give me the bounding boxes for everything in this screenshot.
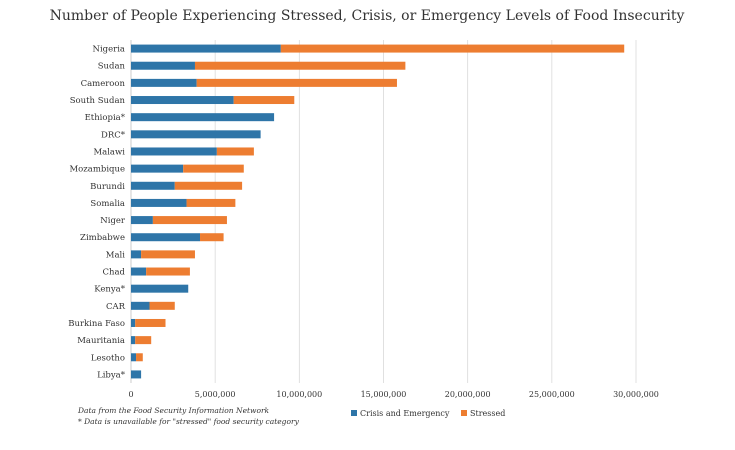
category-label: Kenya* <box>94 285 125 295</box>
bar-crisis-emergency <box>131 78 197 87</box>
unavailable-note: * Data is unavailable for "stressed" foo… <box>78 417 300 426</box>
bar-crisis-emergency <box>131 96 234 105</box>
bar-stressed <box>149 301 175 310</box>
bar-crisis-emergency <box>131 61 195 70</box>
category-label: Cameroon <box>81 79 126 89</box>
bar-crisis-emergency <box>131 113 275 122</box>
category-label: Lesotho <box>91 353 125 363</box>
x-tick-label: 15,000,000 <box>361 390 407 399</box>
x-tick-label: 0 <box>128 390 133 399</box>
category-label: Zimbabwe <box>80 233 125 243</box>
category-label: Ethiopia* <box>85 113 126 123</box>
category-label: Somalia <box>90 199 125 209</box>
bar-crisis-emergency <box>131 216 153 225</box>
bar-crisis-emergency <box>131 318 136 327</box>
legend: Crisis and Emergency Stressed <box>351 409 505 418</box>
bar-stressed <box>186 198 236 207</box>
bar-stressed <box>200 233 224 242</box>
x-tick-label: 25,000,000 <box>529 390 575 399</box>
bar-crisis-emergency <box>131 267 147 276</box>
bar-stressed <box>216 147 254 156</box>
category-label: Nigeria <box>93 45 125 55</box>
category-label: Malawi <box>93 147 125 157</box>
category-label: South Sudan <box>70 96 126 106</box>
category-label: Burundi <box>90 182 125 192</box>
category-label: Chad <box>103 268 126 278</box>
category-label: Mali <box>106 250 125 260</box>
source-note: Data from the Food Security Information … <box>77 406 270 415</box>
category-label: Burkina Faso <box>68 319 125 329</box>
bar-stressed <box>152 216 227 225</box>
bar-crisis-emergency <box>131 147 217 156</box>
legend-swatch-stressed <box>461 410 467 416</box>
legend-swatch-crisis <box>351 410 357 416</box>
bar-stressed <box>196 78 397 87</box>
category-label: Sudan <box>98 62 126 72</box>
x-tick-label: 10,000,000 <box>276 390 322 399</box>
bar-crisis-emergency <box>131 250 142 259</box>
chart-title: Number of People Experiencing Stressed, … <box>50 8 685 24</box>
bars <box>131 44 625 379</box>
bar-stressed <box>174 181 243 190</box>
bar-stressed <box>135 318 166 327</box>
x-tick-label: 5,000,000 <box>195 390 236 399</box>
bar-crisis-emergency <box>131 164 184 173</box>
bar-crisis-emergency <box>131 44 281 53</box>
bar-stressed <box>135 336 152 345</box>
x-tick-labels: 0 5,000,000 10,000,000 15,000,000 20,000,000… <box>128 390 658 399</box>
legend-label-crisis: Crisis and Emergency <box>360 409 450 418</box>
grid-lines <box>130 40 637 383</box>
category-label: DRC* <box>101 130 126 140</box>
bar-stressed <box>146 267 190 276</box>
category-label: Mozambique <box>69 165 125 175</box>
bar-crisis-emergency <box>131 181 175 190</box>
bar-stressed <box>280 44 625 53</box>
bar-stressed <box>141 250 195 259</box>
legend-label-stressed: Stressed <box>470 409 505 418</box>
category-label: CAR <box>106 302 126 312</box>
category-label: Mauritania <box>77 336 125 346</box>
bar-stressed <box>194 61 406 70</box>
bar-crisis-emergency <box>131 284 189 293</box>
bar-stressed <box>136 353 143 362</box>
bar-stressed <box>183 164 244 173</box>
bar-stressed <box>233 96 295 105</box>
bar-crisis-emergency <box>131 198 187 207</box>
category-label: Libya* <box>97 370 126 380</box>
x-tick-label: 30,000,000 <box>613 390 659 399</box>
bar-crisis-emergency <box>131 353 137 362</box>
x-tick-label: 20,000,000 <box>445 390 491 399</box>
bar-crisis-emergency <box>131 370 142 379</box>
category-labels: Nigeria Sudan Cameroon South Sudan Ethiopia*… <box>68 45 126 381</box>
bar-crisis-emergency <box>131 301 150 310</box>
bar-crisis-emergency <box>131 336 136 345</box>
bar-crisis-emergency <box>131 233 201 242</box>
category-label: Niger <box>100 216 126 226</box>
bar-crisis-emergency <box>131 130 261 139</box>
